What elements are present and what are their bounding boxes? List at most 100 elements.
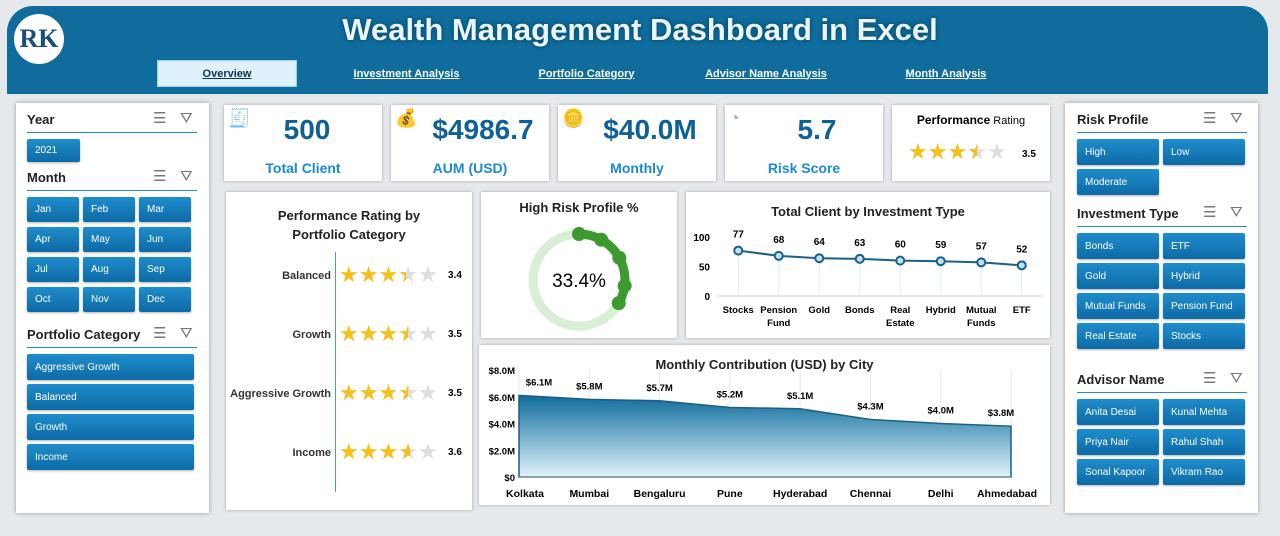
divider	[1077, 132, 1247, 133]
multi-select-icon[interactable]: ☰	[1203, 204, 1217, 221]
clear-filter-icon[interactable]: ⛛	[1230, 370, 1243, 387]
slicer-item-kunal-mehta[interactable]: Kunal Mehta	[1163, 399, 1245, 425]
money-bag-icon: 💰	[395, 108, 418, 128]
slicer-item-feb[interactable]: Feb	[83, 197, 135, 222]
rating-stars: ★★★★★★★★★	[339, 264, 438, 287]
slicer-item-mar[interactable]: Mar	[139, 197, 191, 222]
multi-select-icon[interactable]: ☰	[153, 325, 167, 342]
tab-portfolio-category[interactable]: Portfolio Category	[538, 67, 635, 80]
perf-by-category-chart: Performance Rating by Portfolio Category…	[226, 192, 472, 510]
divider	[27, 347, 197, 348]
data-label: $5.2M	[717, 389, 743, 400]
slicer-item-vikram-rao[interactable]: Vikram Rao	[1163, 459, 1245, 485]
slicer-item-anita-desai[interactable]: Anita Desai	[1077, 399, 1159, 425]
tab-investment-analysis[interactable]: Investment Analysis	[353, 67, 460, 80]
rating-label: 3.5	[448, 388, 462, 399]
gauge-svg	[528, 227, 632, 331]
clear-filter-icon[interactable]: ⛛	[1230, 110, 1243, 127]
slicer-item-oct[interactable]: Oct	[27, 287, 79, 312]
slicer-item-real-estate[interactable]: Real Estate	[1077, 323, 1159, 349]
slicer-item-jul[interactable]: Jul	[27, 257, 79, 282]
slicer-item-high[interactable]: High	[1077, 139, 1159, 165]
slicer-item-income[interactable]: Income	[27, 444, 194, 470]
data-point	[976, 257, 987, 268]
star-icon: ★★	[967, 139, 987, 164]
tab-advisor-name-analysis[interactable]: Advisor Name Analysis	[705, 67, 827, 80]
slicer-item-jun[interactable]: Jun	[139, 227, 191, 252]
area-series	[518, 394, 1012, 478]
rating-label: 3.5	[448, 329, 462, 340]
star-icon: ★★	[398, 321, 418, 346]
page-title: Wealth Management Dashboard in Excel	[342, 12, 938, 47]
slicer-item-moderate[interactable]: Moderate	[1077, 169, 1159, 195]
clear-filter-icon[interactable]: ⛛	[1230, 204, 1243, 221]
data-label: $4.3M	[857, 401, 883, 412]
slicer-item-etf[interactable]: ETF	[1163, 233, 1245, 259]
x-tick-label: Kolkata	[506, 488, 544, 500]
star-icon: ★★	[927, 139, 948, 164]
slicer-item-gold[interactable]: Gold	[1077, 263, 1159, 289]
slicer-item-apr[interactable]: Apr	[27, 227, 79, 252]
slicer-item-jan[interactable]: Jan	[27, 197, 79, 222]
data-label: $5.1M	[787, 391, 813, 402]
slicer-item-2021[interactable]: 2021	[27, 139, 80, 162]
slicer-item-stocks[interactable]: Stocks	[1163, 323, 1245, 349]
slicer-item-aggressive-growth[interactable]: Aggressive Growth	[27, 354, 194, 380]
multi-select-icon[interactable]: ☰	[1203, 370, 1217, 387]
x-tick-label: Pune	[717, 488, 743, 500]
x-tick-label: ETF	[1013, 305, 1031, 316]
gauge-marker	[612, 250, 627, 265]
star-icon: ★★	[398, 380, 418, 405]
clear-filter-icon[interactable]: ⛛	[180, 168, 193, 185]
y-tick-label: $2.0M	[489, 446, 515, 457]
star-icon: ★★	[908, 139, 928, 164]
tab-month-analysis[interactable]: Month Analysis	[905, 67, 987, 80]
slicer-item-pension-fund[interactable]: Pension Fund	[1163, 293, 1245, 319]
slicer-item-dec[interactable]: Dec	[139, 287, 191, 312]
kpi-label: Risk Score	[767, 160, 841, 176]
x-tick-label: Estate	[886, 318, 915, 329]
slicer-item-hybrid[interactable]: Hybrid	[1163, 263, 1245, 289]
slicer-item-rahul-shah[interactable]: Rahul Shah	[1163, 429, 1245, 455]
slicer-item-nov[interactable]: Nov	[83, 287, 135, 312]
axis-line	[335, 252, 336, 492]
slicer-item-bonds[interactable]: Bonds	[1077, 233, 1159, 259]
series-line	[738, 249, 1022, 267]
x-tick-label: Hybrid	[926, 305, 956, 316]
slicer-item-sep[interactable]: Sep	[139, 257, 191, 282]
slicer-item-low[interactable]: Low	[1163, 139, 1245, 165]
star-icon: ★★	[358, 262, 379, 287]
star-icon: ★★	[378, 439, 399, 464]
area-chart-svg: $0 $2.0M $4.0M $6.0M $8.0M $6.1M Kolkata $5.8M M…	[489, 366, 1037, 500]
slicer-item-aug[interactable]: Aug	[83, 257, 135, 282]
rating-value: 3.5	[1022, 149, 1036, 160]
multi-select-icon[interactable]: ☰	[153, 168, 167, 185]
star-icon: ★	[986, 139, 1007, 164]
data-label: 60	[895, 240, 907, 251]
slicer-item-priya-nair[interactable]: Priya Nair	[1077, 429, 1159, 455]
slicer-item-mutual-funds[interactable]: Mutual Funds	[1077, 293, 1159, 319]
clear-filter-icon[interactable]: ⛛	[180, 110, 193, 127]
multi-select-icon[interactable]: ☰	[153, 110, 167, 127]
star-icon: ★★	[358, 321, 379, 346]
slicer-item-sonal-kapoor[interactable]: Sonal Kapoor	[1077, 459, 1159, 485]
star-icon: ★★	[339, 262, 359, 287]
data-label: 64	[814, 237, 826, 248]
data-label: 57	[976, 241, 988, 252]
x-tick-label: Fund	[767, 318, 790, 329]
y-tick-label: 0	[704, 292, 710, 303]
slicer-item-growth[interactable]: Growth	[27, 414, 194, 440]
slicer-item-balanced[interactable]: Balanced	[27, 384, 194, 410]
slicer-item-may[interactable]: May	[83, 227, 135, 252]
performance-rating-card: Performance Rating ★★★★★★★★★ 3.5	[892, 105, 1050, 181]
star-icon: ★	[417, 321, 438, 346]
x-tick-label: Mumbai	[569, 488, 609, 500]
tab-overview[interactable]: Overview	[157, 60, 297, 87]
data-label: 52	[1016, 244, 1028, 255]
star-icon: ★★	[339, 380, 359, 405]
data-point	[1016, 260, 1027, 271]
divider	[1077, 226, 1247, 227]
gauge-marker	[617, 278, 632, 293]
clear-filter-icon[interactable]: ⛛	[180, 325, 193, 342]
multi-select-icon[interactable]: ☰	[1203, 110, 1217, 127]
